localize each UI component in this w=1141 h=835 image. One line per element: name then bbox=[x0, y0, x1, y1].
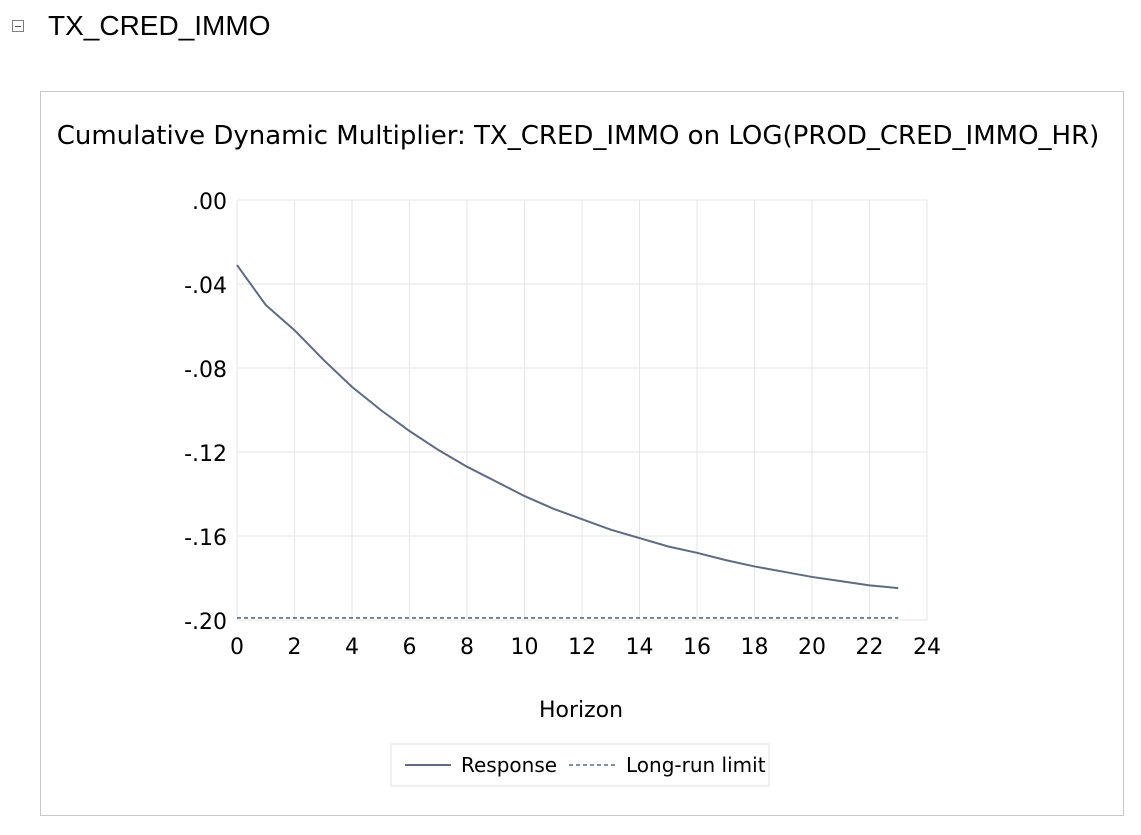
section-title: TX_CRED_IMMO bbox=[48, 10, 271, 41]
x-axis-ticks: 0 2 4 6 8 10 12 14 16 18 20 22 24 bbox=[230, 635, 941, 660]
y-tick-label: -.12 bbox=[184, 442, 227, 467]
y-tick-label: -.08 bbox=[184, 358, 227, 383]
chart-title: Cumulative Dynamic Multiplier: TX_CRED_I… bbox=[57, 121, 1100, 151]
legend: Response Long-run limit bbox=[390, 743, 770, 787]
legend-label: Response bbox=[461, 753, 557, 777]
x-tick-label: 24 bbox=[913, 635, 941, 660]
collapse-icon[interactable] bbox=[12, 20, 24, 32]
x-axis-label: Horizon bbox=[539, 698, 623, 723]
y-tick-label: -.16 bbox=[184, 526, 227, 551]
x-tick-label: 16 bbox=[683, 635, 711, 660]
section-header: TX_CRED_IMMO bbox=[12, 8, 270, 44]
series-group bbox=[236, 264, 899, 619]
chart-svg: Cumulative Dynamic Multiplier: TX_CRED_I… bbox=[57, 121, 1100, 787]
x-tick-label: 6 bbox=[403, 635, 417, 660]
y-axis-ticks: .00 -.04 -.08 -.12 -.16 -.20 bbox=[184, 190, 227, 635]
x-tick-label: 20 bbox=[798, 635, 826, 660]
x-tick-label: 8 bbox=[460, 635, 474, 660]
x-tick-label: 2 bbox=[288, 635, 302, 660]
x-tick-label: 10 bbox=[511, 635, 539, 660]
x-tick-label: 18 bbox=[741, 635, 769, 660]
response-line bbox=[236, 264, 899, 590]
y-tick-label: -.20 bbox=[184, 610, 227, 635]
grid bbox=[236, 199, 928, 621]
y-tick-label: -.04 bbox=[184, 274, 227, 299]
x-tick-label: 4 bbox=[345, 635, 359, 660]
y-tick-label: .00 bbox=[192, 190, 227, 215]
x-tick-label: 0 bbox=[230, 635, 244, 660]
x-tick-label: 22 bbox=[856, 635, 884, 660]
x-tick-label: 12 bbox=[568, 635, 596, 660]
x-tick-label: 14 bbox=[626, 635, 654, 660]
legend-label: Long-run limit bbox=[626, 753, 766, 777]
chart-frame: Cumulative Dynamic Multiplier: TX_CRED_I… bbox=[40, 91, 1124, 816]
